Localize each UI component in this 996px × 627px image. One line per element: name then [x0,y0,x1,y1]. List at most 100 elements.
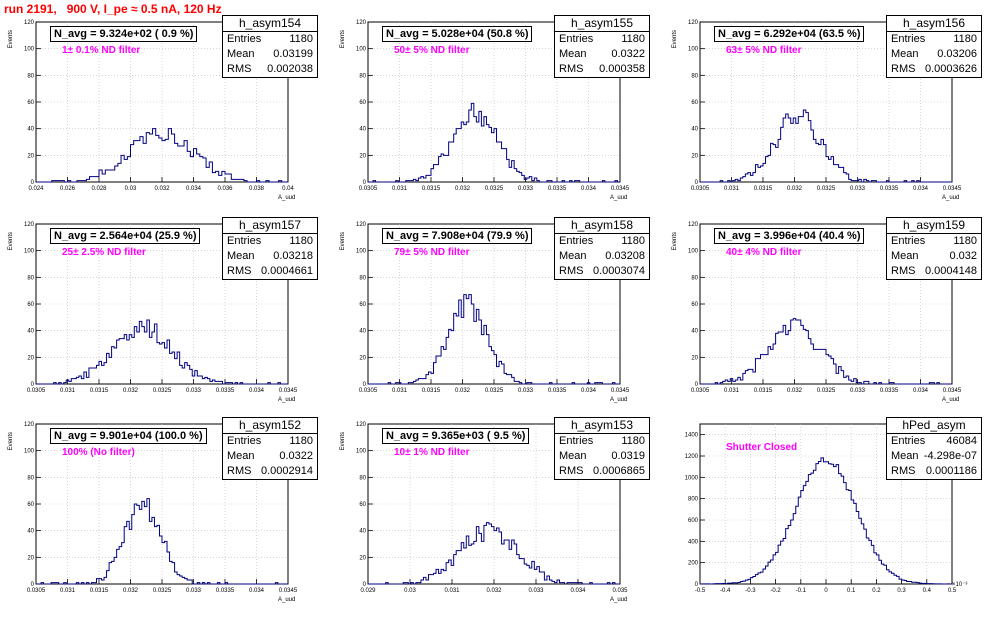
x-tick-label: 0.04 [282,186,294,192]
stats-value: 0.000358 [599,63,645,75]
x-tick-label: 0.032 [787,388,803,394]
stats-box: h_asym159 Entries 1180 Mean 0.032 RMS 0.000414… [886,217,982,280]
stats-row-rms: RMS 0.0002914 [223,464,317,479]
x-tick-label: 0.031 [724,186,740,192]
x-tick-label: 0.034 [913,388,929,394]
filter-label: 40± 4% ND filter [726,247,802,258]
y-tick-label: 120 [688,20,699,26]
y-tick-label: 100 [688,249,699,255]
x-tick-label: 0.031 [444,588,460,594]
stats-row-mean: Mean 0.03199 [223,47,317,62]
x-tick-label: 0.034 [249,588,265,594]
histogram-line [36,319,288,385]
y-tick-label: 40 [27,529,34,535]
stats-value: 1180 [621,435,645,447]
stats-value: 0.0319 [611,450,645,462]
stats-row-entries: Entries 1180 [223,234,317,249]
stats-row-rms: RMS 0.0004661 [223,264,317,279]
x-tick-label: 0.0335 [880,186,899,192]
x-tick-label: 0.0335 [216,588,235,594]
histogram-panel-h_asym154: 0 20 40 60 80 100 120 0.024 0.026 0.028 0.03 0.032 0… [0,15,332,225]
stats-row-rms: RMS 0.002038 [223,62,317,77]
histogram-line [36,128,288,183]
y-tick-label: 80 [691,275,698,281]
y-axis-label: Events [340,30,346,48]
y-tick-label: 120 [688,222,699,228]
x-tick-label: 0.024 [28,186,44,192]
y-tick-label: 100 [356,47,367,53]
navg-annotation: N_avg = 9.365e+03 ( 9.5 %) [382,428,530,444]
x-tick-label: 0.0305 [691,388,710,394]
stats-value: 0.0004661 [261,265,313,277]
y-tick-label: 600 [688,518,699,524]
y-tick-label: 200 [688,561,699,567]
x-tick-label: -0.4 [720,588,731,594]
stats-label: RMS [227,265,252,277]
filter-label: 63± 5% ND filter [726,45,802,56]
y-tick-label: 1400 [685,433,699,439]
y-tick-label: 80 [27,475,34,481]
histogram-line [368,294,620,385]
y-tick-label: 1000 [685,475,699,481]
stats-value: 0.0002914 [261,465,313,477]
y-tick-label: 20 [27,355,34,361]
x-tick-label: 0.038 [249,186,265,192]
y-tick-label: 20 [359,153,366,159]
stats-label: Mean [891,450,919,462]
y-tick-label: 40 [359,529,366,535]
x-tick-label: -0.3 [745,588,756,594]
histogram-line [700,109,952,183]
y-tick-label: 80 [359,475,366,481]
y-tick-label: 800 [688,497,699,503]
x-tick-label: 0.0325 [817,186,836,192]
x-tick-label: 0.033 [186,588,202,594]
stats-value: 0.0003626 [925,63,977,75]
histogram-name: h_asym156 [887,16,981,32]
x-tick-label: 0.5 [948,588,957,594]
x-tick-label: 0.0345 [611,388,630,394]
y-tick-label: 40 [691,127,698,133]
y-tick-label: 20 [359,355,366,361]
y-tick-label: 20 [691,153,698,159]
y-tick-label: 60 [359,100,366,106]
y-tick-label: 120 [24,222,35,228]
y-tick-label: 40 [691,329,698,335]
filter-label: 25± 2.5% ND filter [62,247,146,258]
y-tick-label: 120 [356,222,367,228]
histogram-panel-h_asym159: 0 20 40 60 80 100 120 0.0305 0.031 0.0315 0.032 0.0… [664,217,996,427]
x-axis-label: A_uud [942,195,959,201]
x-tick-label: 0.033 [528,588,544,594]
x-tick-label: 0.033 [518,186,534,192]
x-tick-label: 0.0305 [27,588,46,594]
x-tick-label: -0.5 [695,588,706,594]
x-tick-label: 0.034 [186,186,202,192]
stats-value: 1180 [621,235,645,247]
x-tick-label: 0.0345 [279,588,298,594]
x-tick-label: 0.033 [186,388,202,394]
stats-value: 0.0322 [611,48,645,60]
x-tick-label: 0.036 [217,186,233,192]
x-tick-label: 0.032 [123,588,139,594]
stats-box: h_asym154 Entries 1180 Mean 0.03199 RMS 0.0020… [222,15,318,78]
x-tick-label: 0.0315 [754,186,773,192]
x-tick-label: 0.0335 [216,388,235,394]
stats-row-mean: Mean 0.0322 [555,47,649,62]
y-tick-label: 20 [27,555,34,561]
stats-row-rms: RMS 0.0003626 [887,62,981,77]
navg-annotation: N_avg = 9.324e+02 ( 0.9 %) [50,26,198,42]
x-tick-label: 0.0335 [880,388,899,394]
filter-label: 79± 5% ND filter [394,247,470,258]
stats-label: Mean [891,48,919,60]
stats-box: h_asym156 Entries 1180 Mean 0.03206 RMS 0.0003… [886,15,982,78]
stats-row-mean: Mean -4.298e-07 [887,449,981,464]
x-tick-label: 0 [824,588,828,594]
y-tick-label: 100 [24,47,35,53]
filter-label: Shutter Closed [726,442,798,453]
x-axis-label: A_uud [278,397,295,403]
stats-label: RMS [559,465,584,477]
stats-value: 0.03208 [605,250,645,262]
y-tick-label: 60 [691,100,698,106]
stats-label: Mean [227,48,255,60]
y-tick-label: 80 [691,73,698,79]
histogram-name: h_asym153 [555,418,649,434]
